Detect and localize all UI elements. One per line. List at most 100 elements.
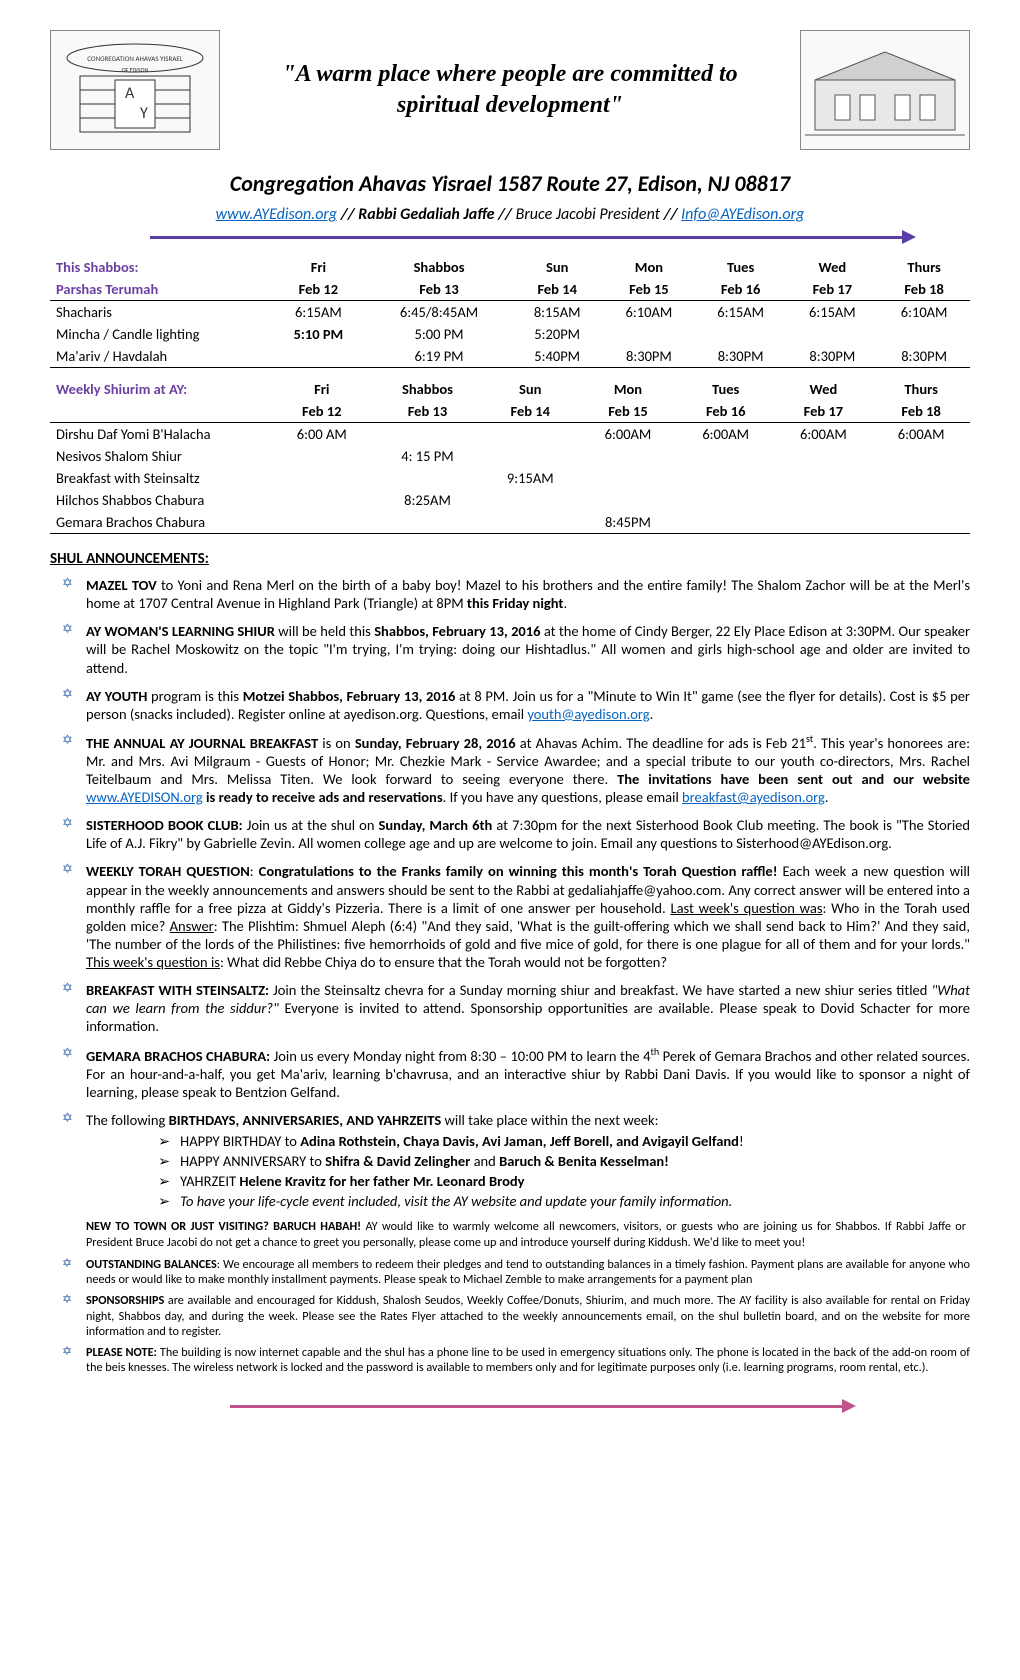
congregation-logo: CONGREGATION AHAVAS YISRAEL OF EDISON A … — [50, 30, 220, 150]
info-email-link[interactable]: Info@AYEdison.org — [681, 205, 804, 224]
date-col: Feb 12 — [270, 400, 374, 423]
date-col: Feb 15 — [579, 400, 677, 423]
time-cell: 6:45/8:45AM — [367, 301, 512, 324]
svg-text:A: A — [125, 84, 135, 103]
letterhead-header: CONGREGATION AHAVAS YISRAEL OF EDISON A … — [50, 30, 970, 150]
svg-text:CONGREGATION AHAVAS YISRAEL: CONGREGATION AHAVAS YISRAEL — [87, 54, 183, 63]
time-cell — [775, 445, 873, 467]
weekly-shiurim-label: Weekly Shiurim at AY: — [50, 378, 270, 400]
time-cell — [775, 489, 873, 511]
contact-line: www.AYEdison.org // Rabbi Gedaliah Jaffe… — [50, 205, 970, 224]
announcement-item: WEEKLY TORAH QUESTION: Congratulations t… — [68, 860, 970, 979]
schedule-header-row: Weekly Shiurim at AY: Fri Shabbos Sun Mo… — [50, 378, 970, 400]
announcement-item: SISTERHOOD BOOK CLUB: Join us at the shu… — [68, 814, 970, 860]
time-cell — [775, 467, 873, 489]
date-col: Feb 15 — [603, 278, 695, 301]
row-label: Dirshu Daf Yomi B'Halacha — [50, 423, 270, 446]
this-shabbos-label: This Shabbos: — [50, 256, 270, 278]
table-row: Ma'ariv / Havdalah6:19 PM5:40PM8:30PM8:3… — [50, 345, 970, 368]
time-cell: 6:00 AM — [270, 423, 374, 446]
day-col: Fri — [270, 378, 374, 400]
time-cell — [677, 467, 775, 489]
date-col: Feb 13 — [367, 278, 512, 301]
fine-print-list: OUTSTANDING BALANCES: We encourage all m… — [50, 1256, 970, 1381]
schedule-date-row: Parshas Terumah Feb 12 Feb 13 Feb 14 Feb… — [50, 278, 970, 301]
day-col: Thurs — [872, 378, 970, 400]
website-link[interactable]: www.AYEdison.org — [216, 205, 337, 224]
announcement-item: AY YOUTH program is this Motzei Shabbos,… — [68, 685, 970, 731]
time-cell: 5:00 PM — [367, 323, 512, 345]
sublist-item: HAPPY ANNIVERSARY to Shifra & David Zeli… — [158, 1151, 970, 1171]
time-cell: 9:15AM — [481, 467, 579, 489]
time-cell: 6:15AM — [786, 301, 878, 324]
divider-arrow-top — [150, 236, 910, 240]
president-text: Bruce Jacobi President — [516, 205, 660, 224]
announcements-heading: SHUL ANNOUNCEMENTS: — [50, 550, 970, 568]
day-col: Shabbos — [367, 256, 512, 278]
shiurim-schedule-table: Weekly Shiurim at AY: Fri Shabbos Sun Mo… — [50, 378, 970, 534]
table-row: Mincha / Candle lighting5:10 PM5:00 PM5:… — [50, 323, 970, 345]
date-col: Feb 17 — [775, 400, 873, 423]
lifecycle-sublist: HAPPY BIRTHDAY to Adina Rothstein, Chaya… — [158, 1131, 970, 1212]
time-cell: 4: 15 PM — [374, 445, 482, 467]
date-col: Feb 13 — [374, 400, 482, 423]
time-cell — [695, 323, 787, 345]
time-cell: 6:00AM — [579, 423, 677, 446]
rabbi-text: // Rabbi Gedaliah Jaffe // — [341, 205, 516, 224]
time-cell — [677, 489, 775, 511]
time-cell: 5:40PM — [511, 345, 603, 368]
day-col: Fri — [270, 256, 367, 278]
time-cell — [270, 489, 374, 511]
day-col: Shabbos — [374, 378, 482, 400]
date-col: Feb 18 — [878, 278, 970, 301]
day-col: Sun — [511, 256, 603, 278]
time-cell: 6:10AM — [603, 301, 695, 324]
time-cell — [878, 323, 970, 345]
time-cell — [579, 489, 677, 511]
time-cell — [579, 467, 677, 489]
time-cell — [374, 511, 482, 534]
birthdays-intro: The following BIRTHDAYS, ANNIVERSARIES, … — [86, 1111, 658, 1129]
announcement-item: THE ANNUAL AY JOURNAL BREAKFAST is on Su… — [68, 731, 970, 814]
sublist-item: YAHRZEIT Helene Kravitz for her father M… — [158, 1171, 970, 1191]
table-row: Gemara Brachos Chabura 8:45PM — [50, 511, 970, 534]
time-cell: 8:25AM — [374, 489, 482, 511]
announcement-item: GEMARA BRACHOS CHABURA: Join us every Mo… — [68, 1044, 970, 1109]
time-cell — [775, 511, 873, 534]
tagline: "A warm place where people are committed… — [250, 59, 770, 121]
sublist-item: HAPPY BIRTHDAY to Adina Rothstein, Chaya… — [158, 1131, 970, 1151]
time-cell — [481, 489, 579, 511]
time-cell — [374, 423, 482, 446]
time-cell: 6:10AM — [878, 301, 970, 324]
time-cell — [270, 467, 374, 489]
schedule-header-row: This Shabbos: Fri Shabbos Sun Mon Tues W… — [50, 256, 970, 278]
time-cell — [270, 445, 374, 467]
time-cell: 5:20PM — [511, 323, 603, 345]
date-col: Feb 16 — [695, 278, 787, 301]
day-col: Sun — [481, 378, 579, 400]
announcements-list: MAZEL TOV to Yoni and Rena Merl on the b… — [50, 574, 970, 1219]
time-cell — [481, 445, 579, 467]
fine-print-item: OUTSTANDING BALANCES: We encourage all m… — [68, 1256, 970, 1293]
time-cell — [677, 445, 775, 467]
row-label: Mincha / Candle lighting — [50, 323, 270, 345]
shabbos-schedule-table: This Shabbos: Fri Shabbos Sun Mon Tues W… — [50, 256, 970, 368]
time-cell — [603, 323, 695, 345]
time-cell — [579, 445, 677, 467]
date-col: Feb 18 — [872, 400, 970, 423]
time-cell: 8:45PM — [579, 511, 677, 534]
time-cell: 8:30PM — [878, 345, 970, 368]
sep: // — [664, 205, 682, 224]
time-cell: 6:00AM — [872, 423, 970, 446]
time-cell: 6:15AM — [270, 301, 367, 324]
day-col: Tues — [695, 256, 787, 278]
row-label: Gemara Brachos Chabura — [50, 511, 270, 534]
time-cell — [872, 467, 970, 489]
time-cell — [481, 511, 579, 534]
new-to-town-note: NEW TO TOWN OR JUST VISITING? BARUCH HAB… — [86, 1219, 966, 1250]
divider-arrow-bottom — [230, 1405, 850, 1409]
time-cell — [270, 511, 374, 534]
day-col: Mon — [603, 256, 695, 278]
day-col: Thurs — [878, 256, 970, 278]
announcement-item: MAZEL TOV to Yoni and Rena Merl on the b… — [68, 574, 970, 620]
